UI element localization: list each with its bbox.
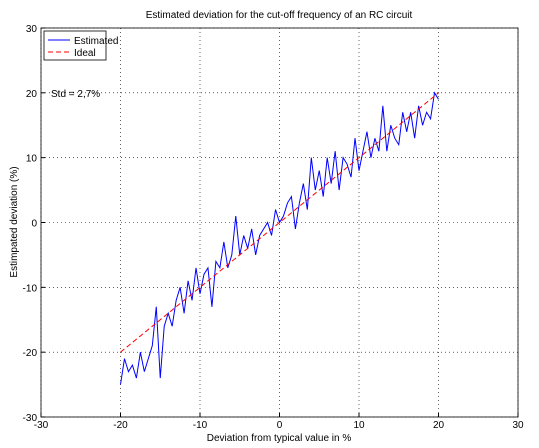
y-tick-label: -20: [23, 348, 38, 359]
series-line: [120, 92, 439, 353]
plot-frame: [40, 27, 519, 418]
y-tick-label: -30: [23, 413, 38, 424]
y-axis-label: Estimpated deviation (%): [9, 166, 20, 277]
x-axis-label: Deviation from typical value in %: [207, 433, 352, 443]
x-tick-label: -30: [34, 420, 49, 431]
x-tick-label: 0: [277, 420, 283, 431]
x-tick-label: -10: [193, 420, 208, 431]
legend-label: Estimated: [74, 36, 118, 47]
x-tick-label: 30: [512, 420, 524, 431]
series-line: [120, 91, 439, 385]
y-tick-label: 0: [31, 219, 37, 230]
x-tick-label: -20: [113, 420, 128, 431]
legend-box: [43, 30, 107, 61]
y-tick-label: -10: [23, 283, 38, 294]
y-tick-label: 30: [26, 24, 38, 35]
x-tick-label: 10: [353, 420, 365, 431]
legend-label: Ideal: [74, 48, 96, 59]
chart-title: Estimated deviation for the cut-off freq…: [146, 10, 413, 21]
annotation: Std = 2,7%: [51, 89, 100, 100]
y-tick-label: 10: [26, 154, 38, 165]
y-tick-label: 20: [26, 89, 38, 100]
x-tick-label: 20: [433, 420, 445, 431]
